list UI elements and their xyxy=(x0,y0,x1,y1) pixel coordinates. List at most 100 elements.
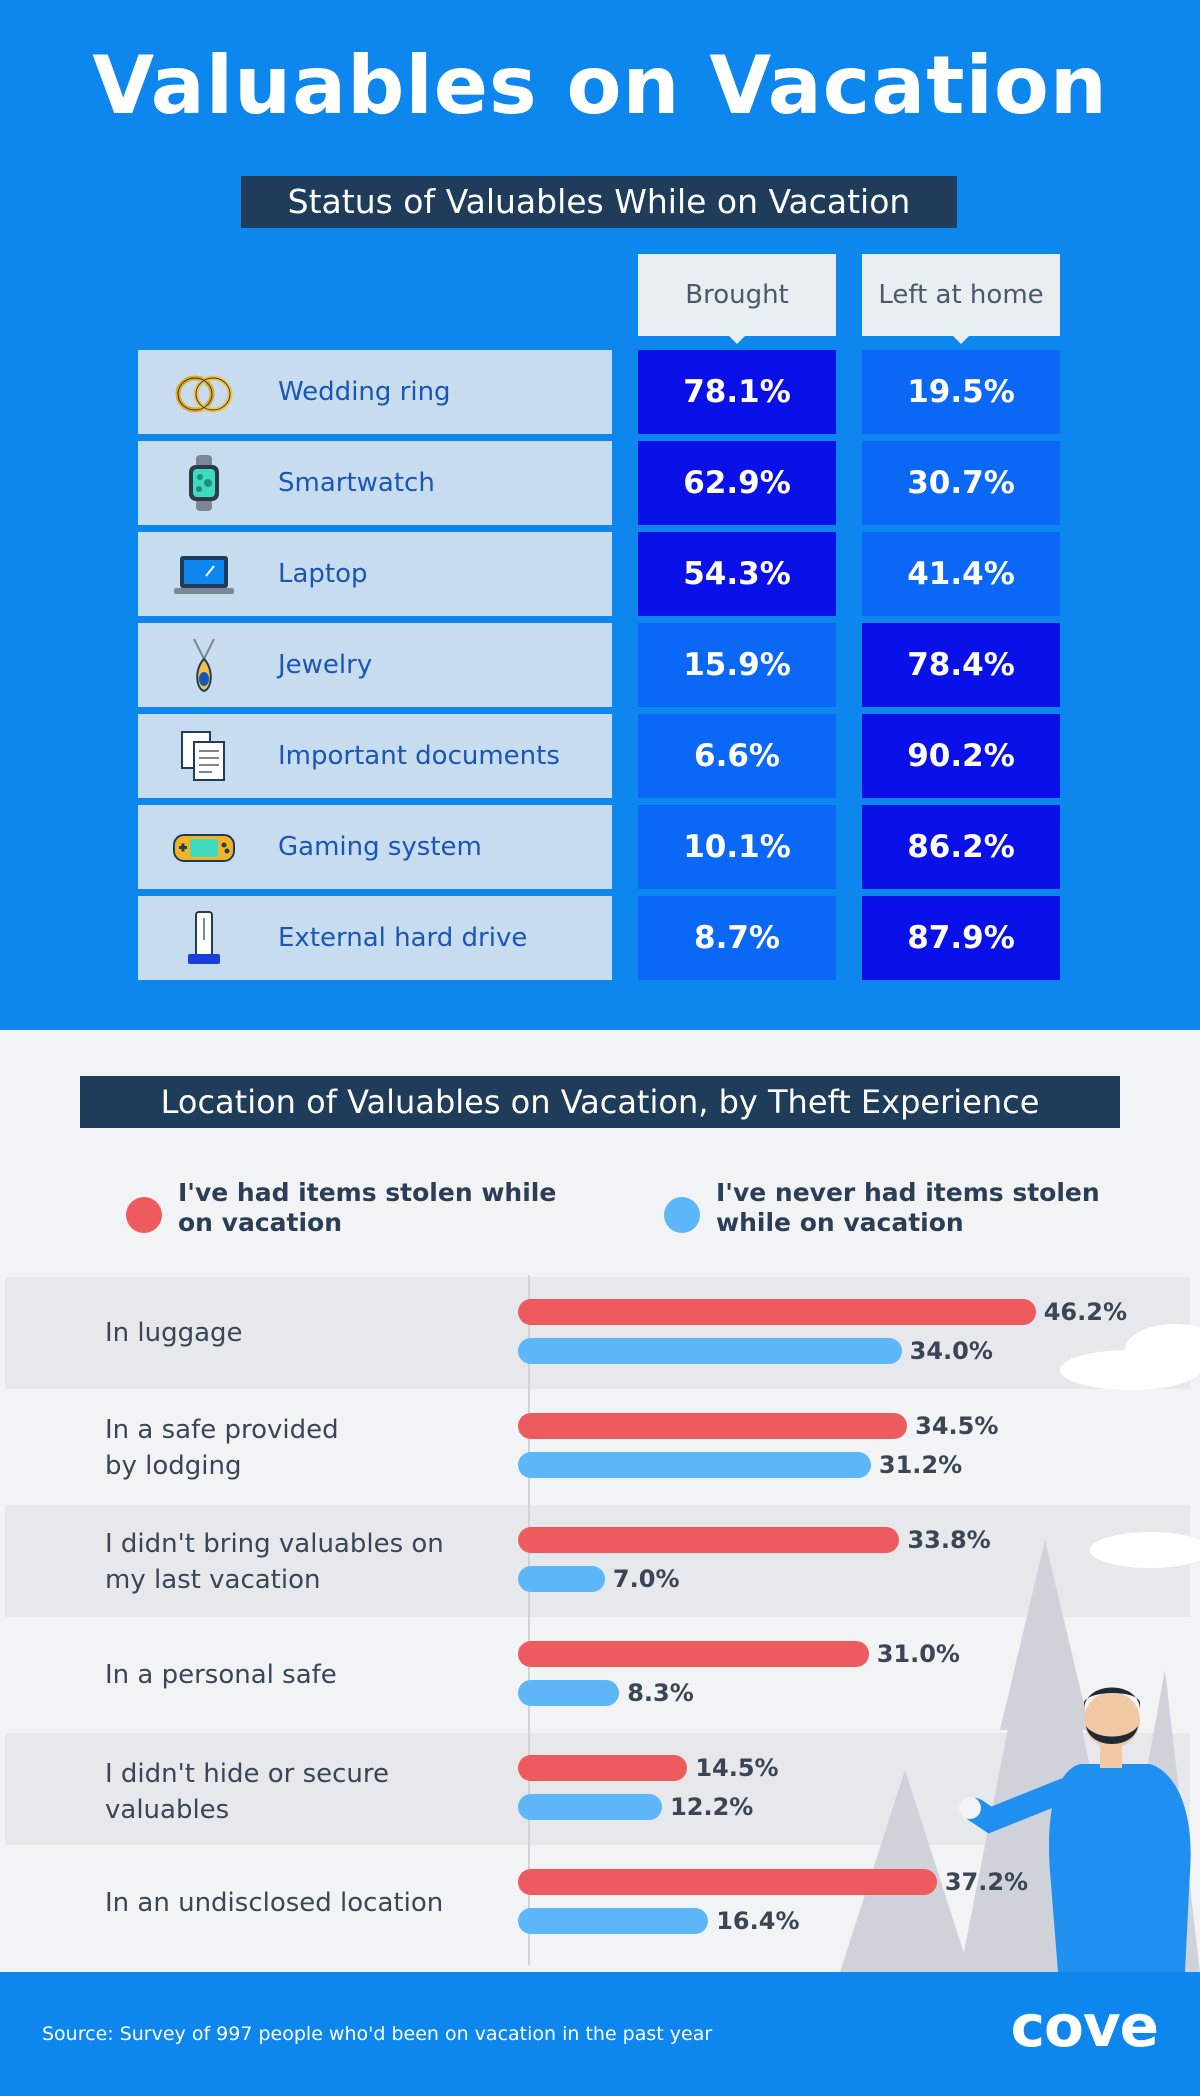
chart-axis-line xyxy=(528,1275,530,1965)
brought-value: 15.9% xyxy=(638,623,836,707)
category-label-line: In an undisclosed location xyxy=(105,1888,444,1918)
table-row: Gaming system 10.1% 86.2% xyxy=(0,805,1200,889)
category-label-line: In a safe provided xyxy=(105,1415,339,1445)
legend-dot-stolen xyxy=(126,1197,162,1233)
bar-stolen-value: 37.2% xyxy=(944,1868,1029,1896)
row-label: Laptop xyxy=(278,559,368,589)
bar-never-stolen-value: 16.4% xyxy=(716,1907,800,1935)
bar-stolen xyxy=(518,1869,937,1895)
bar-never-stolen xyxy=(518,1794,663,1820)
header-notch xyxy=(729,336,745,344)
category-label-line: I didn't bring valuables on xyxy=(105,1529,444,1559)
legend-stolen: I've had items stolen while on vacation xyxy=(178,1178,556,1238)
row-label-cell: Jewelry xyxy=(138,623,612,707)
category-label: In an undisclosed location xyxy=(105,1885,443,1921)
table-row: External hard drive 8.7% 87.9% xyxy=(0,896,1200,980)
header-notch xyxy=(953,336,969,344)
category-label: In a safe provided by lodging xyxy=(105,1412,339,1484)
bar-stolen xyxy=(518,1755,688,1781)
category-label: In a personal safe xyxy=(105,1657,337,1693)
laptop-icon xyxy=(174,556,234,594)
page-title: Valuables on Vacation xyxy=(92,39,1108,132)
category-label-line: valuables xyxy=(105,1795,230,1825)
category-label-line: In a personal safe xyxy=(105,1660,337,1690)
smartwatch-icon xyxy=(189,455,219,511)
left-value: 19.5% xyxy=(862,350,1060,434)
table-row: Wedding ring 78.1% 19.5% xyxy=(0,350,1200,434)
table-row: Smartwatch 62.9% 30.7% xyxy=(0,441,1200,525)
row-label: Jewelry xyxy=(278,650,373,680)
legend-never-line: while on vacation xyxy=(716,1208,964,1237)
row-label: Wedding ring xyxy=(278,377,451,407)
bar-stolen-value: 14.5% xyxy=(695,1754,779,1782)
row-label-cell: Smartwatch xyxy=(138,441,612,525)
bar-stolen-value: 33.8% xyxy=(907,1526,991,1554)
legend-never-stolen: I've never had items stolen while on vac… xyxy=(716,1178,1100,1238)
bar-chart-title: Location of Valuables on Vacation, by Th… xyxy=(80,1076,1120,1128)
documents-icon xyxy=(181,731,225,781)
left-value: 86.2% xyxy=(862,805,1060,889)
bar-stolen xyxy=(518,1413,908,1439)
legend-stolen-line: on vacation xyxy=(178,1208,343,1237)
bar-never-stolen xyxy=(518,1338,902,1364)
row-label-cell: Wedding ring xyxy=(138,350,612,434)
row-label-cell: Gaming system xyxy=(138,805,612,889)
column-header-left-label: Left at home xyxy=(878,280,1044,310)
brand-logo: cove xyxy=(1010,1992,1159,2060)
category-label-line: In luggage xyxy=(105,1318,243,1348)
bar-stolen-value: 34.5% xyxy=(915,1412,999,1440)
category-label-line: I didn't hide or secure xyxy=(105,1759,390,1789)
row-label-cell: External hard drive xyxy=(138,896,612,980)
column-header-left-at-home: Left at home xyxy=(862,254,1060,344)
category-label-line: my last vacation xyxy=(105,1565,321,1595)
theft-location-section: Location of Valuables on Vacation, by Th… xyxy=(0,1030,1200,1972)
table-title: Status of Valuables While on Vacation xyxy=(241,176,957,228)
bar-never-stolen xyxy=(518,1680,620,1706)
table-row: Jewelry 15.9% 78.4% xyxy=(0,623,1200,707)
left-value: 41.4% xyxy=(862,532,1060,616)
table-row: Laptop 54.3% 41.4% xyxy=(0,532,1200,616)
table-row: Important documents 6.6% 90.2% xyxy=(0,714,1200,798)
row-label-cell: Laptop xyxy=(138,532,612,616)
bar-never-stolen xyxy=(518,1452,871,1478)
brought-value: 10.1% xyxy=(638,805,836,889)
brought-value: 78.1% xyxy=(638,350,836,434)
category-label: I didn't hide or secure valuables xyxy=(105,1756,389,1828)
left-value: 90.2% xyxy=(862,714,1060,798)
category-label-line: by lodging xyxy=(105,1451,242,1481)
bar-stolen xyxy=(518,1299,1036,1325)
wedding-ring-icon xyxy=(175,375,233,413)
category-label: I didn't bring valuables on my last vaca… xyxy=(105,1526,444,1598)
bar-never-stolen-value: 34.0% xyxy=(909,1337,993,1365)
brought-value: 54.3% xyxy=(638,532,836,616)
bar-stolen-value: 31.0% xyxy=(876,1640,960,1668)
valuables-status-section: Valuables on Vacation Status of Valuable… xyxy=(0,0,1200,1030)
bar-never-stolen xyxy=(518,1908,709,1934)
bar-stolen xyxy=(518,1641,869,1667)
bar-stolen-value: 46.2% xyxy=(1043,1298,1127,1326)
column-header-brought-label: Brought xyxy=(685,280,789,310)
row-label: Important documents xyxy=(278,741,560,771)
left-value: 78.4% xyxy=(862,623,1060,707)
row-band xyxy=(5,1277,1190,1389)
legend-dot-never-stolen xyxy=(664,1197,700,1233)
bar-never-stolen-value: 12.2% xyxy=(670,1793,754,1821)
brought-value: 8.7% xyxy=(638,896,836,980)
left-value: 87.9% xyxy=(862,896,1060,980)
footer: Source: Survey of 997 people who'd been … xyxy=(0,1972,1200,2096)
category-label: In luggage xyxy=(105,1315,243,1351)
row-label-cell: Important documents xyxy=(138,714,612,798)
row-label: Smartwatch xyxy=(278,468,435,498)
jewelry-icon xyxy=(193,638,215,693)
left-value: 30.7% xyxy=(862,441,1060,525)
bar-never-stolen-value: 8.3% xyxy=(627,1679,694,1707)
bar-stolen xyxy=(518,1527,900,1553)
bar-never-stolen-value: 31.2% xyxy=(878,1451,963,1479)
row-label: Gaming system xyxy=(278,832,482,862)
row-label: External hard drive xyxy=(278,923,528,953)
bar-never-stolen-value: 7.0% xyxy=(612,1565,680,1593)
legend-stolen-line: I've had items stolen while xyxy=(178,1178,557,1207)
brought-value: 62.9% xyxy=(638,441,836,525)
source-note: Source: Survey of 997 people who'd been … xyxy=(42,2023,713,2045)
